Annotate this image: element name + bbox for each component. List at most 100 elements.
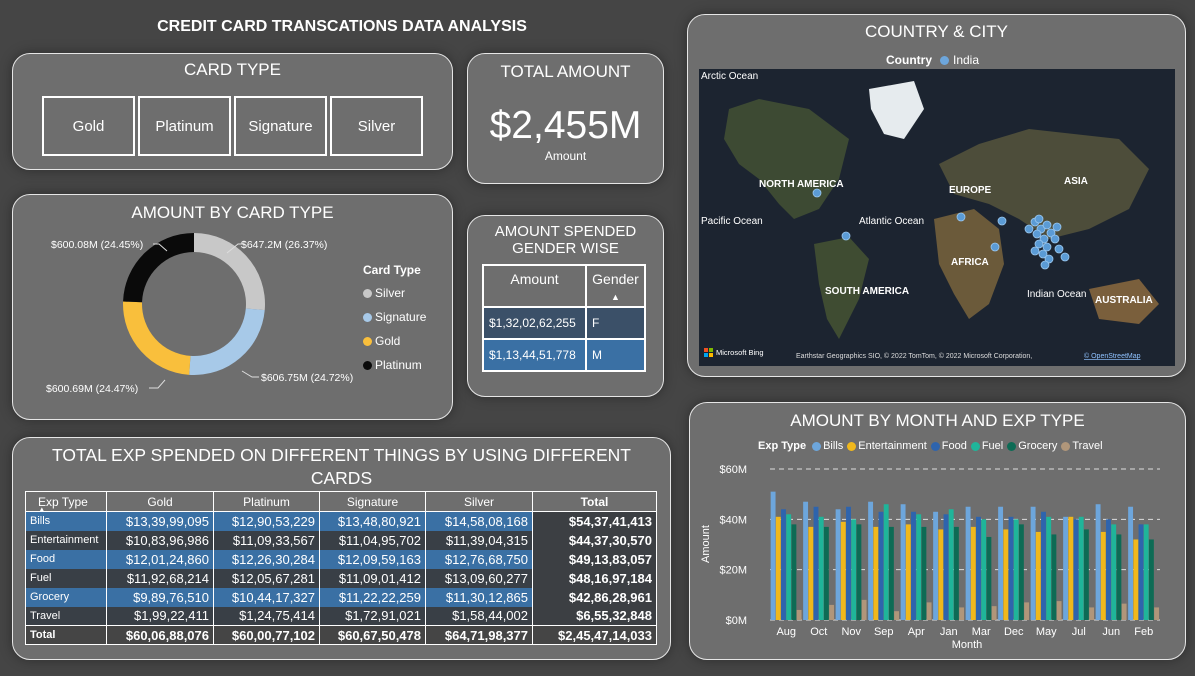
city-marker[interactable] [956,212,966,222]
bar[interactable] [770,491,776,620]
city-marker[interactable] [1024,224,1034,234]
legend-label[interactable]: Bills [823,440,844,452]
table-row[interactable]: Food $12,01,24,860 $12,26,30,284 $12,09,59,… [25,549,657,569]
table-row[interactable]: Fuel $11,92,68,214 $12,05,67,281 $11,09,01,… [25,568,657,588]
bar[interactable] [1083,529,1089,620]
bar[interactable] [1068,516,1074,620]
bar[interactable] [1024,602,1030,620]
bar[interactable] [1035,531,1041,620]
column-header-gold[interactable]: Gold [106,491,214,512]
city-marker[interactable] [1060,252,1070,262]
bar[interactable] [894,611,900,620]
bar[interactable] [846,506,851,620]
bar[interactable] [878,511,884,620]
bar[interactable] [1073,519,1079,620]
city-marker[interactable] [812,188,822,198]
bar[interactable] [953,526,959,620]
legend-item-silver[interactable]: Silver [363,281,426,305]
bar[interactable] [905,524,911,620]
bar[interactable] [991,606,997,620]
table-row[interactable]: Bills $13,39,99,095 $12,90,53,229 $13,48,80… [25,511,657,531]
city-marker[interactable] [1052,222,1062,232]
bar[interactable] [861,599,867,620]
bar[interactable] [791,524,797,620]
bar[interactable] [1106,519,1111,620]
city-marker[interactable] [990,242,1000,252]
bar[interactable] [1148,539,1154,620]
bar[interactable] [803,501,809,620]
amount-column-header[interactable]: Amount [482,264,587,308]
bar[interactable] [786,514,792,620]
column-header-total[interactable]: Total [532,491,657,512]
bar[interactable] [775,516,781,620]
slicer-signature-button[interactable]: Signature [234,96,327,156]
bar[interactable] [808,526,814,620]
slicer-silver-button[interactable]: Silver [330,96,423,156]
bar[interactable] [981,519,987,620]
bar[interactable] [818,516,824,620]
bar[interactable] [856,524,862,620]
legend-label[interactable]: Grocery [1018,440,1058,452]
gender-column-header[interactable]: Gender ▲ [585,264,646,308]
bar[interactable] [921,526,927,620]
city-marker[interactable] [841,231,851,241]
donut-slice-signature[interactable] [189,308,265,375]
bar[interactable] [933,511,939,620]
column-header-signature[interactable]: Signature [319,491,426,512]
bar[interactable] [986,536,992,620]
bar[interactable] [1018,524,1024,620]
bar[interactable] [916,514,922,620]
bar[interactable] [1133,539,1139,620]
bar[interactable] [888,526,894,620]
bar[interactable] [1111,524,1117,620]
bar[interactable] [1008,516,1014,620]
column-header-platinum[interactable]: Platinum [213,491,320,512]
total-row[interactable]: Total $60,06,88,076 $60,00,77,102 $60,67,50… [25,625,657,645]
city-marker[interactable] [1046,228,1056,238]
legend-label[interactable]: Food [941,440,967,452]
bar[interactable] [938,529,944,620]
bar[interactable] [883,504,889,620]
city-marker[interactable] [1040,260,1050,270]
bar[interactable] [781,509,786,620]
bar[interactable] [1046,516,1052,620]
bar[interactable] [1121,603,1127,620]
bar[interactable] [835,509,841,620]
slicer-platinum-button[interactable]: Platinum [138,96,231,156]
bar[interactable] [840,521,846,620]
legend-label[interactable]: Fuel [981,440,1004,452]
table-row[interactable]: Grocery $9,89,76,510 $10,44,17,327 $11,22,2… [25,587,657,607]
bar[interactable] [868,501,874,620]
bar[interactable] [926,602,932,620]
bar[interactable] [1128,506,1134,620]
bar[interactable] [796,609,802,620]
donut-slice-platinum[interactable] [123,233,194,303]
bar[interactable] [900,504,906,620]
bar[interactable] [1089,607,1095,620]
donut-slice-gold[interactable] [123,301,191,375]
bar[interactable] [976,516,981,620]
bar[interactable] [965,506,971,620]
city-marker[interactable] [1054,244,1064,254]
world-map[interactable]: Arctic Ocean NORTH AMERICA EUROPE ASIA P… [699,69,1175,366]
city-marker[interactable] [1038,249,1048,259]
city-marker[interactable] [1034,214,1044,224]
bar[interactable] [1041,511,1046,620]
city-marker[interactable] [1042,220,1052,230]
table-row[interactable]: $1,32,02,62,255 F [482,306,646,340]
city-marker[interactable] [1050,234,1060,244]
city-marker[interactable] [997,216,1007,226]
bar[interactable] [1056,601,1062,620]
legend-item-gold[interactable]: Gold [363,329,426,353]
legend-item-signature[interactable]: Signature [363,305,426,329]
bar[interactable] [813,506,819,620]
bar[interactable] [998,506,1004,620]
city-marker[interactable] [1044,254,1054,264]
slicer-gold-button[interactable]: Gold [42,96,135,156]
bar[interactable] [1100,531,1106,620]
bar[interactable] [851,519,857,620]
bar[interactable] [948,509,954,620]
column-header-silver[interactable]: Silver [425,491,533,512]
donut-slice-silver[interactable] [194,233,265,311]
city-marker[interactable] [1042,242,1052,252]
